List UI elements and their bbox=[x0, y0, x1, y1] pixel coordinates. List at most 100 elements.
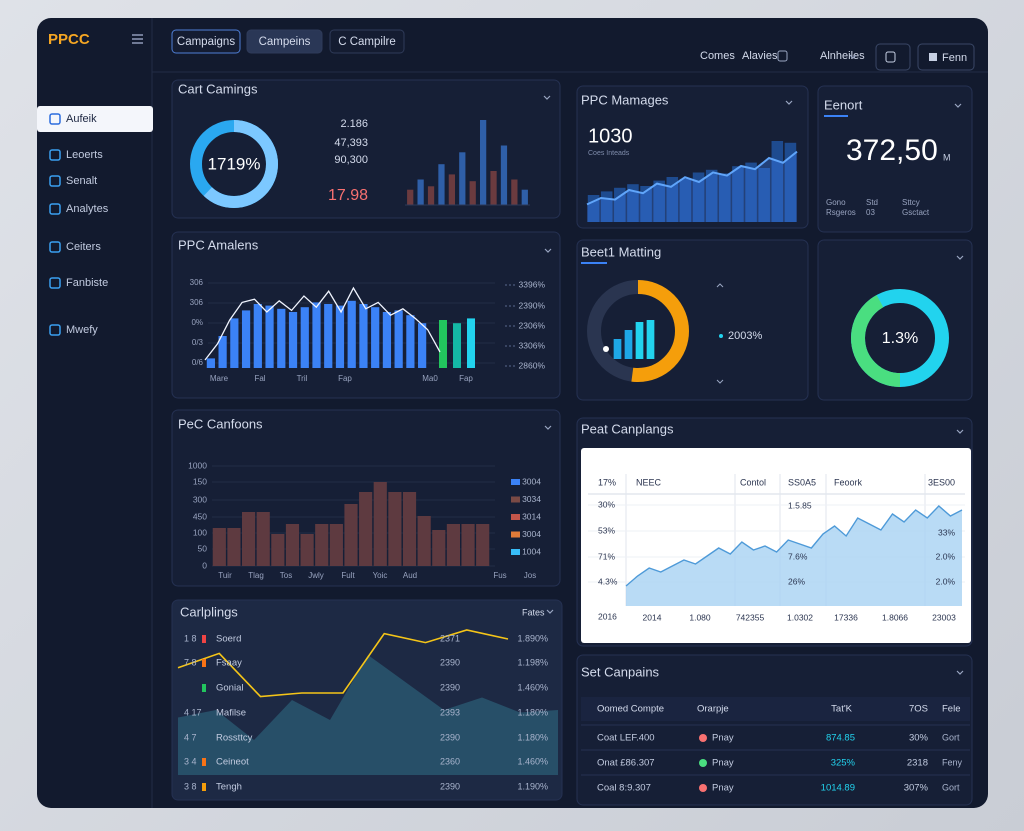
legend-label: 3034 bbox=[522, 494, 541, 504]
x-tick-label: 23003 bbox=[932, 612, 956, 622]
bar bbox=[640, 186, 652, 222]
x-tick-label: 742355 bbox=[736, 612, 765, 622]
top-button-label[interactable]: Fenn bbox=[942, 52, 967, 64]
marker-dot bbox=[603, 346, 609, 352]
top-button[interactable] bbox=[917, 43, 975, 71]
lock-icon bbox=[885, 51, 896, 63]
tab-label[interactable]: Campeins bbox=[259, 36, 311, 48]
tab[interactable] bbox=[329, 29, 405, 54]
row-name: Onat £86.307 bbox=[597, 758, 655, 769]
bar bbox=[227, 528, 241, 566]
legend-swatch bbox=[511, 496, 520, 503]
dropdown-chevron[interactable] bbox=[546, 609, 554, 614]
card bbox=[817, 85, 973, 233]
bar bbox=[511, 179, 518, 205]
legend-dot bbox=[719, 334, 723, 338]
icon-button[interactable] bbox=[875, 43, 911, 71]
tab[interactable] bbox=[246, 29, 323, 54]
card-title: Beet1 Matting bbox=[581, 244, 661, 259]
area bbox=[587, 151, 797, 222]
tab-label[interactable]: C Campilre bbox=[338, 36, 396, 48]
line bbox=[625, 505, 963, 587]
x-tick-label: Aud bbox=[403, 571, 417, 580]
bar bbox=[417, 179, 424, 205]
note: Gono bbox=[826, 198, 846, 207]
note: Gsctact bbox=[902, 208, 930, 217]
top-link[interactable]: Alnheiles bbox=[820, 50, 865, 62]
nav-item[interactable]: Mwefy bbox=[66, 324, 98, 336]
dropdown-chevron[interactable] bbox=[785, 100, 793, 105]
x-tick-label: 2014 bbox=[643, 612, 662, 622]
button-icon bbox=[929, 53, 937, 61]
column-header: 17% bbox=[598, 477, 616, 487]
y-tick-label: 30% bbox=[598, 499, 615, 509]
row-index: 3 8 bbox=[184, 781, 197, 791]
dropdown-chevron[interactable] bbox=[956, 429, 964, 434]
bar bbox=[388, 492, 402, 566]
x-tick-label: Tril bbox=[297, 374, 308, 383]
dropdown-chevron[interactable] bbox=[849, 54, 857, 59]
bar bbox=[253, 304, 262, 368]
row-index: 7 8 bbox=[184, 657, 197, 667]
column-header: SS0A5 bbox=[788, 477, 816, 487]
bar bbox=[277, 308, 286, 368]
row-value: 874.85 bbox=[826, 733, 855, 744]
y-tick-label: 150 bbox=[193, 476, 207, 486]
nav-item[interactable]: Leoerts bbox=[66, 149, 103, 161]
status-dot bbox=[699, 759, 707, 767]
bar bbox=[344, 504, 358, 566]
tab-label[interactable]: Campaigns bbox=[177, 36, 235, 48]
bar bbox=[206, 358, 215, 368]
bar bbox=[784, 142, 797, 222]
nav-active[interactable] bbox=[37, 106, 153, 132]
bar bbox=[285, 524, 300, 566]
row-marker bbox=[202, 635, 206, 643]
table-header bbox=[581, 697, 970, 721]
nav-icon bbox=[49, 277, 61, 289]
bar bbox=[614, 187, 626, 222]
nav-item[interactable]: Senalt bbox=[66, 175, 97, 187]
x-tick-label: Fap bbox=[338, 374, 352, 383]
menu-icon[interactable] bbox=[132, 34, 143, 44]
dropdown-chevron[interactable] bbox=[956, 255, 964, 260]
filter[interactable]: Fates bbox=[522, 607, 545, 617]
bar bbox=[461, 524, 475, 566]
bar bbox=[732, 166, 744, 222]
area bbox=[626, 506, 962, 606]
row-name: Gonial bbox=[216, 683, 243, 694]
right-label: 2306% bbox=[519, 320, 546, 330]
tab[interactable] bbox=[171, 29, 241, 54]
nav-item[interactable]: Ceiters bbox=[66, 241, 101, 253]
bar bbox=[359, 492, 373, 566]
dropdown-chevron[interactable] bbox=[543, 95, 551, 100]
right-label: 33% bbox=[938, 527, 955, 537]
nav-icon bbox=[49, 324, 61, 336]
top-link[interactable]: Comes bbox=[700, 50, 735, 62]
row-marker bbox=[202, 684, 206, 692]
bar bbox=[627, 184, 639, 222]
x-tick-label: Tlag bbox=[248, 571, 264, 580]
dropdown-chevron[interactable] bbox=[544, 248, 552, 253]
y-tick-label: 300 bbox=[193, 494, 207, 504]
bar bbox=[271, 534, 285, 566]
row-index: 1 8 bbox=[184, 633, 197, 643]
nav-item[interactable]: Fanbiste bbox=[66, 277, 108, 289]
bar bbox=[382, 312, 392, 368]
dropdown-chevron[interactable] bbox=[954, 103, 962, 108]
x-tick-label: 17336 bbox=[834, 612, 858, 622]
dropdown-chevron[interactable] bbox=[544, 425, 552, 430]
column-header: Oomed Compte bbox=[597, 704, 664, 715]
y-tick-label: 1000 bbox=[188, 460, 207, 470]
row-value: 2390 bbox=[440, 732, 460, 742]
bar bbox=[600, 191, 613, 222]
dropdown-chevron[interactable] bbox=[956, 670, 964, 675]
nav-item[interactable]: Aufeik bbox=[66, 113, 97, 125]
accent-bar bbox=[439, 320, 447, 368]
legend-label: 3014 bbox=[522, 511, 541, 521]
legend-label: 1004 bbox=[522, 546, 541, 556]
nav-item[interactable]: Analytes bbox=[66, 203, 109, 215]
top-link[interactable]: Alavies bbox=[742, 50, 778, 62]
row-pct: 307% bbox=[904, 783, 929, 794]
donut-arc bbox=[587, 280, 689, 382]
x-tick-label: Mare bbox=[210, 374, 229, 383]
